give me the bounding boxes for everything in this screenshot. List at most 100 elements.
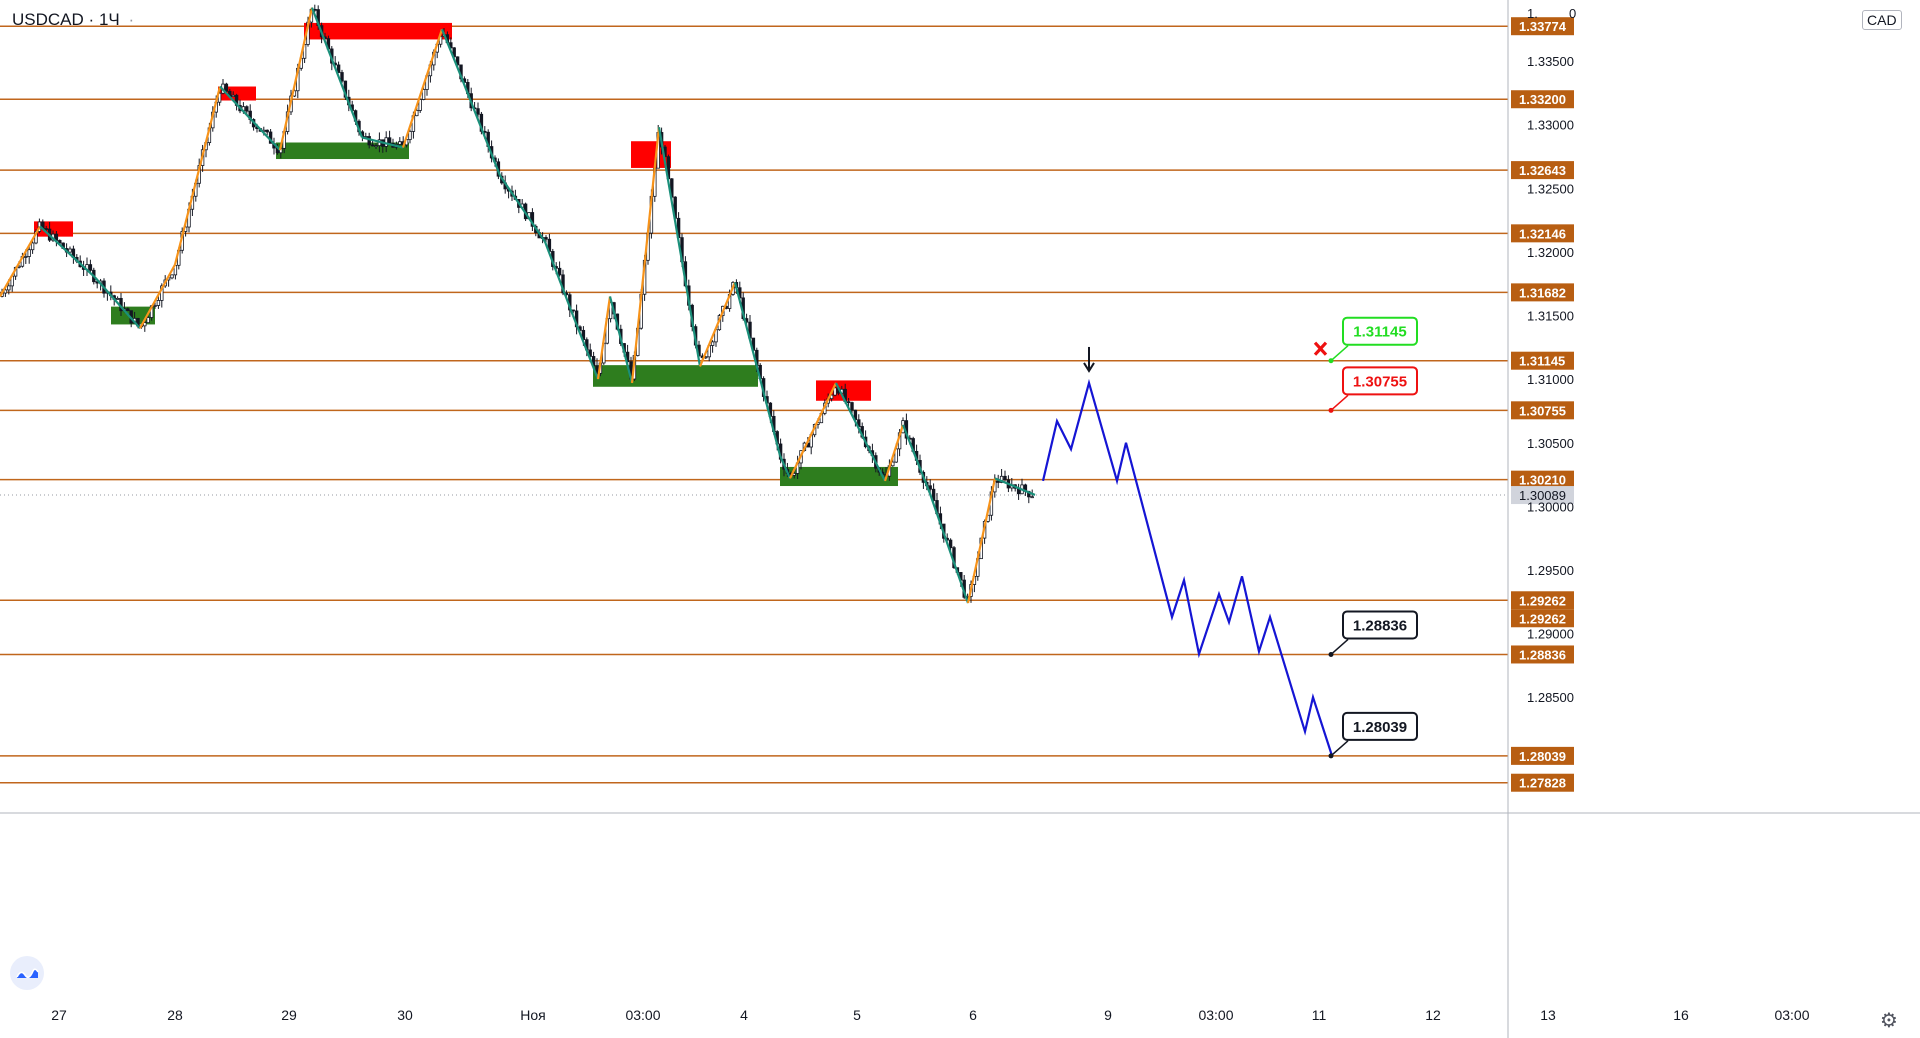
y-tick-label: 1.32500 — [1527, 181, 1574, 196]
zigzag-segment — [0, 225, 41, 297]
candle-body — [68, 248, 72, 253]
demand-zone — [780, 466, 898, 487]
level-label-bg — [1511, 283, 1574, 302]
candle-body — [374, 145, 378, 147]
forecast-line — [1041, 378, 1334, 757]
zigzag-segment — [401, 28, 444, 148]
level-label-bg — [1511, 773, 1574, 792]
arrow-down-icon-head — [1083, 362, 1095, 373]
x-tick-label: 03:00 — [1198, 1007, 1233, 1023]
candle-body — [44, 228, 48, 230]
candle-body — [88, 264, 93, 271]
level-label-bg — [1511, 609, 1574, 628]
zigzag-segment — [571, 315, 600, 380]
candle-body — [850, 402, 854, 411]
candle-body — [421, 89, 426, 100]
level-label: 1.32146 — [1519, 226, 1566, 241]
x-tick-label: 29 — [281, 1007, 297, 1023]
zigzag-segment — [458, 73, 502, 176]
candle-body — [710, 341, 715, 346]
symbol-name: USDCAD — [12, 10, 84, 29]
x-tick-label: 16 — [1673, 1007, 1689, 1023]
x-tick-label: 11 — [1312, 1007, 1327, 1023]
candle-body — [999, 475, 1004, 483]
candle-body — [170, 274, 174, 279]
candle-body — [476, 108, 480, 115]
level-label-bg — [1511, 351, 1574, 370]
current-price-label: 1.30089 — [1519, 488, 1566, 503]
candle-body — [156, 300, 161, 306]
x-tick-label: 28 — [167, 1007, 183, 1023]
callout-leader — [1330, 394, 1349, 411]
candle-body — [398, 141, 402, 145]
candle-body — [408, 131, 412, 140]
candle-body — [1003, 475, 1007, 481]
zigzag-segment — [499, 174, 546, 243]
x-tick-label: Ноя — [520, 1007, 545, 1023]
candle-body — [931, 488, 936, 501]
x-tick-label: 9 — [1104, 1007, 1112, 1023]
callout-leader — [1330, 638, 1349, 656]
candle-body — [544, 237, 548, 240]
level-label: 1.30210 — [1519, 473, 1566, 488]
zigzag-segment — [219, 85, 281, 151]
candle-body — [1030, 496, 1034, 499]
candle-body — [58, 240, 62, 244]
candle-body — [146, 317, 150, 324]
zigzag-segment — [173, 86, 222, 265]
candle-body — [7, 285, 11, 291]
candle-body — [846, 401, 851, 404]
level-label: 1.30755 — [1519, 403, 1566, 418]
candle-body — [265, 129, 269, 133]
candle-body — [948, 539, 953, 549]
y-tick-label: 1.33500 — [1527, 54, 1574, 69]
header-separator: · — [88, 10, 95, 29]
level-label-bg — [1511, 161, 1574, 180]
candle-body — [245, 106, 249, 112]
x-tick-label: 12 — [1425, 1007, 1441, 1023]
candle-body — [996, 480, 1000, 483]
callout-box — [1342, 366, 1418, 396]
level-label-bg — [1511, 90, 1574, 109]
tradingview-logo-icon[interactable] — [10, 956, 44, 990]
zigzag-lines — [0, 7, 1036, 604]
y-tick-label: 1.31500 — [1527, 309, 1574, 324]
y-tick-label: 1.30500 — [1527, 436, 1574, 451]
callout-leader — [1330, 345, 1349, 362]
cross-icon — [1313, 341, 1328, 356]
zigzag-segment — [733, 282, 782, 456]
currency-badge[interactable]: CAD — [1862, 10, 1902, 30]
x-tick-label: 03:00 — [1774, 1007, 1809, 1023]
y-tick-label: 1.28500 — [1527, 690, 1574, 705]
x-tick-label: 13 — [1540, 1007, 1556, 1023]
x-tick-label: 6 — [969, 1007, 977, 1023]
y-tick-label: 1.33000 — [1527, 118, 1574, 133]
zigzag-segment — [39, 225, 96, 279]
zigzag-segment — [139, 264, 176, 329]
candle-body — [367, 136, 371, 146]
level-label: 1.27828 — [1519, 776, 1566, 791]
candle-body — [143, 322, 147, 327]
zigzag-segment — [835, 382, 886, 482]
level-label: 1.28836 — [1519, 647, 1566, 662]
demand-zone — [593, 365, 758, 387]
gear-icon[interactable]: ⚙ — [1880, 1010, 1898, 1032]
zigzag-segment — [994, 477, 1036, 496]
candle-body — [370, 144, 375, 147]
callout-box — [1342, 610, 1418, 640]
zigzag-segment — [94, 276, 141, 329]
level-label-bg — [1511, 401, 1574, 420]
x-tick-label: 03:00 — [625, 1007, 660, 1023]
candle-body — [126, 308, 130, 312]
x-tick-label: 30 — [397, 1007, 413, 1023]
callout-leader — [1330, 740, 1349, 757]
zigzag-segment — [630, 127, 661, 384]
zigzag-segment — [657, 127, 702, 367]
candle-body — [340, 72, 344, 82]
zigzag-segment — [596, 296, 612, 380]
candle-body — [455, 56, 460, 66]
level-label: 1.32643 — [1519, 163, 1566, 178]
y-tick-label: 1.31000 — [1527, 372, 1574, 387]
